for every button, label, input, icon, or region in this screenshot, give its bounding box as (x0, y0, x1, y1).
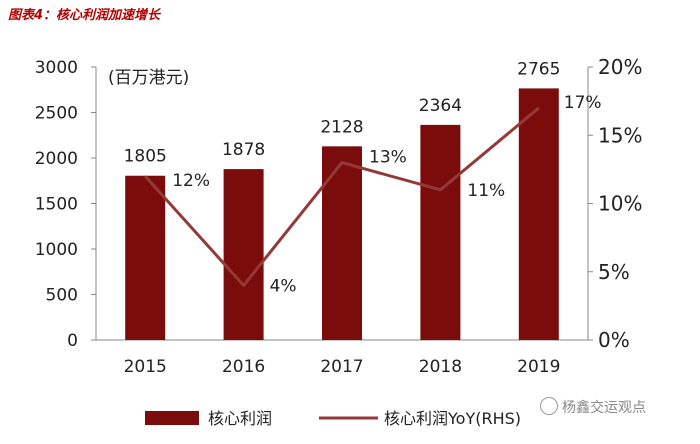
legend-label-bar: 核心利润 (208, 409, 272, 428)
y-left-tick-label: 1000 (35, 240, 78, 260)
y-right-tick-label: 10% (598, 192, 642, 216)
unit-label: (百万港元) (108, 68, 189, 88)
y-left-tick-label: 2500 (35, 104, 78, 124)
x-tick-label: 2019 (517, 357, 560, 377)
bar-value-label: 2765 (517, 59, 560, 79)
figure-title: 图表4：核心利润加速增长 (8, 8, 161, 23)
legend-label-line: 核心利润YoY(RHS) (384, 409, 521, 428)
yoy-line (144, 106, 540, 287)
x-tick-label: 2017 (320, 357, 363, 377)
line-value-label: 13% (369, 148, 407, 168)
x-tick-label: 2018 (419, 357, 462, 377)
y-right-tick-label: 15% (598, 123, 642, 147)
y-right-tick-label: 5% (598, 260, 630, 284)
line-value-label: 12% (172, 171, 210, 191)
y-left-tick-label: 2000 (35, 149, 78, 169)
line-value-label: 17% (564, 93, 602, 113)
x-tick-label: 2016 (222, 357, 265, 377)
bar-value-label: 1878 (222, 140, 265, 160)
bar-value-label: 1805 (124, 147, 167, 167)
line-value-label: 4% (270, 276, 297, 296)
wechat-icon (540, 397, 558, 415)
y-left-tick-label: 3000 (35, 58, 78, 78)
bar (125, 175, 166, 340)
y-left-tick-label: 500 (46, 286, 78, 306)
bar-value-label: 2128 (320, 117, 363, 137)
y-right-tick-label: 20% (598, 55, 642, 79)
bar (223, 169, 264, 340)
legend-swatch-bar (145, 411, 199, 425)
x-tick-label: 2015 (124, 357, 167, 377)
bar (420, 124, 461, 340)
bar (518, 88, 559, 340)
y-left-tick-label: 1500 (35, 195, 78, 215)
bar-value-label: 2364 (419, 96, 462, 116)
bar (322, 146, 362, 340)
line-value-label: 11% (467, 181, 505, 201)
watermark-text: 杨鑫交运观点 (562, 400, 646, 416)
watermark: 杨鑫交运观点 (540, 397, 646, 417)
y-left-tick-label: 0 (67, 331, 78, 351)
y-right-tick-label: 0% (598, 328, 630, 352)
